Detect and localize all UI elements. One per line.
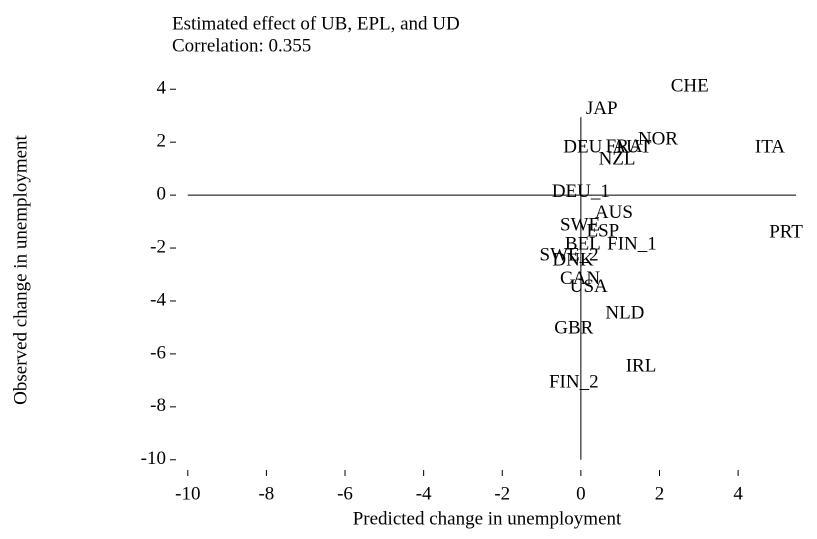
point-label: SWE_2 <box>540 244 599 265</box>
point-label: FIN_1 <box>607 234 657 255</box>
x-tick-label: -10 <box>175 483 200 504</box>
point-label: BEL <box>565 234 601 255</box>
point-label: SWE <box>560 214 600 235</box>
y-axis-label: Observed change in unemployment <box>10 134 31 404</box>
point-label: CHE <box>671 75 709 96</box>
x-tick-label: -6 <box>337 483 353 504</box>
y-tick-label: 2 <box>157 131 167 152</box>
point-label: USA <box>570 276 608 297</box>
point-label: ESP <box>587 221 620 242</box>
point-label: IRL <box>626 355 657 376</box>
point-label: NZL <box>599 149 636 170</box>
y-tick-label: -10 <box>141 448 166 469</box>
x-tick-label: -8 <box>258 483 274 504</box>
y-tick-label: 4 <box>157 78 167 99</box>
point-label: FRA <box>606 136 643 157</box>
x-axis-label: Predicted change in unemployment <box>353 508 622 529</box>
x-tick-label: 2 <box>655 483 665 504</box>
y-tick-label: -4 <box>150 289 166 310</box>
y-tick-label: -6 <box>150 342 166 363</box>
y-tick-label: -8 <box>150 395 166 416</box>
point-label: AUT <box>612 136 651 157</box>
point-label: GBR <box>554 318 593 339</box>
point-label: PRT <box>769 222 803 243</box>
point-label: DNK <box>552 250 593 271</box>
x-tick-label: 4 <box>733 483 743 504</box>
x-tick-label: 0 <box>576 483 586 504</box>
point-label: ITA <box>755 136 785 157</box>
point-label: JAP <box>586 98 618 119</box>
point-label: DEU_1 <box>552 181 610 202</box>
point-label: CAN <box>560 268 600 289</box>
y-tick-label: 0 <box>157 183 167 204</box>
chart-subtitle: Correlation: 0.355 <box>172 35 311 56</box>
point-label: AUS <box>595 202 633 223</box>
point-label: NLD <box>605 303 644 324</box>
point-label: FIN_2 <box>549 371 599 392</box>
point-label: DEU <box>563 136 602 157</box>
chart-title: Estimated effect of UB, EPL, and UD <box>172 13 460 34</box>
x-tick-label: -4 <box>416 483 432 504</box>
point-label: NOR <box>638 128 678 149</box>
y-tick-label: -2 <box>150 236 166 257</box>
x-tick-label: -2 <box>494 483 510 504</box>
